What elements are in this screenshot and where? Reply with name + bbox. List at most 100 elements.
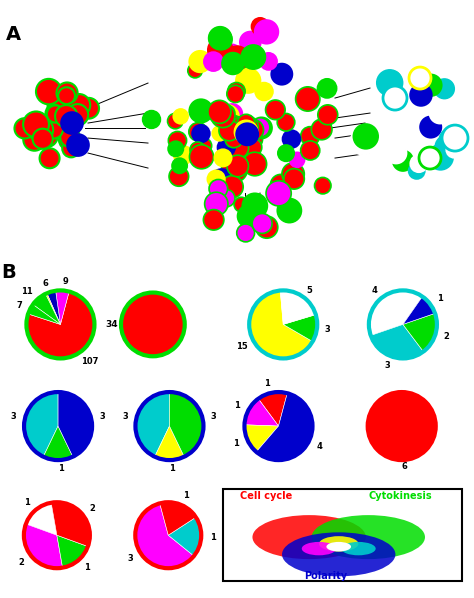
Wedge shape	[160, 502, 196, 535]
Circle shape	[215, 105, 239, 129]
Circle shape	[364, 126, 390, 152]
Circle shape	[271, 175, 291, 195]
Wedge shape	[58, 392, 92, 457]
Wedge shape	[27, 291, 94, 358]
Circle shape	[255, 20, 278, 44]
Circle shape	[350, 128, 378, 155]
Circle shape	[40, 148, 60, 168]
Circle shape	[220, 106, 235, 120]
Text: 1: 1	[210, 533, 216, 542]
Circle shape	[420, 117, 441, 138]
Wedge shape	[55, 291, 69, 324]
Circle shape	[235, 120, 258, 144]
Circle shape	[301, 141, 320, 160]
Wedge shape	[33, 294, 60, 324]
Circle shape	[252, 18, 269, 35]
Circle shape	[56, 83, 78, 103]
Circle shape	[377, 70, 402, 96]
Circle shape	[174, 146, 192, 164]
Wedge shape	[258, 392, 287, 426]
Text: 15: 15	[237, 342, 248, 351]
Text: 2: 2	[444, 332, 449, 341]
Wedge shape	[51, 502, 90, 547]
Circle shape	[253, 515, 366, 559]
Wedge shape	[28, 304, 60, 324]
Circle shape	[260, 53, 277, 70]
Circle shape	[237, 124, 254, 141]
Circle shape	[409, 163, 425, 179]
Circle shape	[383, 86, 407, 110]
Circle shape	[189, 99, 213, 123]
Circle shape	[55, 105, 77, 127]
Circle shape	[193, 148, 210, 166]
Circle shape	[241, 129, 263, 150]
Circle shape	[225, 116, 244, 135]
Circle shape	[226, 46, 249, 69]
Circle shape	[222, 53, 244, 74]
Circle shape	[266, 181, 291, 206]
Text: 2: 2	[89, 504, 95, 512]
Wedge shape	[168, 517, 201, 556]
Circle shape	[435, 136, 457, 158]
Circle shape	[218, 190, 235, 207]
Circle shape	[47, 96, 68, 115]
Circle shape	[190, 145, 213, 169]
Circle shape	[143, 111, 160, 129]
Circle shape	[205, 192, 228, 215]
Circle shape	[211, 103, 235, 127]
Circle shape	[44, 120, 63, 139]
Circle shape	[228, 138, 248, 158]
Circle shape	[227, 155, 248, 177]
Circle shape	[318, 105, 337, 125]
Circle shape	[58, 87, 75, 104]
Text: 1: 1	[264, 379, 270, 388]
Circle shape	[240, 53, 256, 69]
Circle shape	[420, 74, 442, 96]
Circle shape	[172, 158, 187, 173]
Circle shape	[419, 164, 436, 181]
Text: 1: 1	[183, 492, 189, 501]
Text: 3: 3	[211, 412, 217, 421]
Circle shape	[241, 45, 265, 69]
Circle shape	[210, 169, 234, 193]
Text: 3: 3	[127, 554, 133, 563]
Circle shape	[252, 213, 272, 233]
Circle shape	[169, 167, 189, 186]
Circle shape	[62, 139, 80, 157]
Text: Polarity: Polarity	[304, 571, 347, 581]
Circle shape	[225, 130, 243, 148]
Circle shape	[243, 152, 266, 176]
Text: 4: 4	[317, 442, 323, 451]
Circle shape	[409, 67, 431, 89]
Circle shape	[15, 118, 35, 139]
Circle shape	[284, 169, 304, 189]
Wedge shape	[26, 503, 57, 535]
Circle shape	[243, 120, 264, 141]
Text: 107: 107	[81, 357, 98, 366]
Circle shape	[204, 52, 223, 71]
Circle shape	[212, 29, 232, 50]
Circle shape	[226, 125, 250, 149]
Circle shape	[214, 150, 232, 166]
Circle shape	[237, 224, 255, 242]
Circle shape	[311, 119, 332, 140]
Text: 9: 9	[63, 277, 69, 286]
Circle shape	[68, 94, 90, 116]
Circle shape	[315, 178, 331, 194]
Text: 1: 1	[24, 498, 30, 507]
Circle shape	[238, 116, 258, 136]
Circle shape	[59, 131, 77, 150]
Circle shape	[231, 116, 256, 142]
Circle shape	[189, 123, 207, 141]
Wedge shape	[135, 504, 194, 568]
Circle shape	[208, 100, 231, 123]
Wedge shape	[245, 425, 279, 452]
Circle shape	[265, 100, 285, 120]
Circle shape	[209, 179, 228, 198]
Circle shape	[244, 138, 262, 156]
Text: Cytokinesis: Cytokinesis	[368, 491, 432, 501]
Wedge shape	[155, 426, 184, 460]
Text: 11: 11	[21, 288, 33, 297]
Wedge shape	[371, 324, 423, 358]
Circle shape	[242, 193, 267, 218]
